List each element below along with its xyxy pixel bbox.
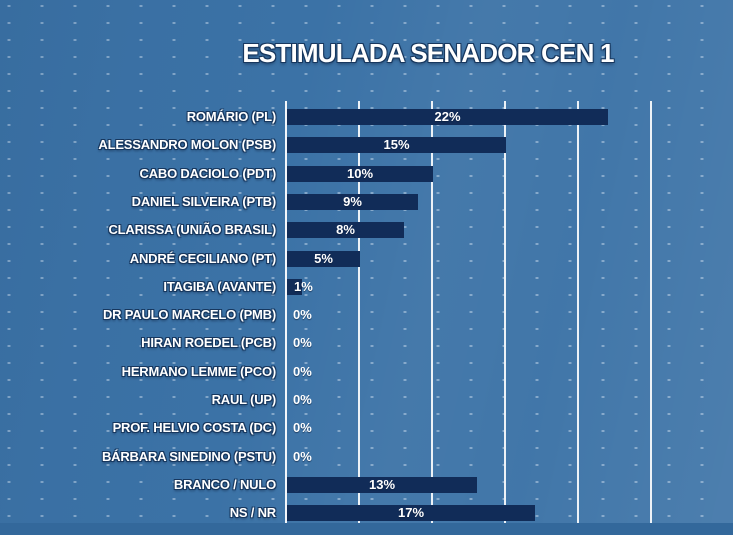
- bar: [287, 279, 302, 295]
- category-label: ALESSANDRO MOLON (PSB): [98, 137, 276, 152]
- category-label: CABO DACIOLO (PDT): [139, 166, 277, 181]
- gridline-15pct: [504, 101, 506, 523]
- category-label: BÁRBARA SINEDINO (PSTU): [101, 449, 276, 464]
- value-label: 15%: [383, 137, 410, 152]
- bar: [287, 477, 477, 493]
- bar: [287, 166, 433, 182]
- value-label: 0%: [293, 364, 312, 379]
- value-label: 1%: [294, 279, 313, 294]
- value-label: 0%: [293, 449, 312, 464]
- bottom-strip: [0, 523, 733, 535]
- gridline-25pct: [650, 101, 652, 523]
- value-label: 13%: [368, 477, 396, 492]
- bar: [287, 137, 506, 153]
- category-label: DR PAULO MARCELO (PMB): [102, 307, 276, 322]
- category-label: ROMÁRIO (PL): [186, 109, 277, 124]
- value-label: 5%: [314, 251, 333, 266]
- value-label: 0%: [293, 392, 312, 407]
- value-label: 22%: [434, 109, 461, 124]
- value-axis-line: [285, 101, 287, 523]
- bar: [287, 505, 535, 521]
- bar: [287, 222, 404, 238]
- category-label: ANDRÉ CECILIANO (PT): [129, 251, 276, 266]
- category-label: RAUL (UP): [211, 392, 277, 407]
- value-label: 8%: [336, 222, 355, 237]
- dot-pattern-background: [0, 0, 733, 523]
- category-label: DANIEL SILVEIRA (PTB): [131, 194, 277, 209]
- gridline-10pct: [431, 101, 433, 523]
- category-label: BRANCO / NULO: [173, 477, 276, 492]
- value-label: 9%: [343, 194, 362, 209]
- category-label: NS / NR: [229, 505, 276, 520]
- category-label: ITAGIBA (AVANTE): [163, 279, 276, 294]
- gridline-20pct: [577, 101, 579, 523]
- value-label: 17%: [397, 505, 425, 520]
- category-label: CLARISSA (UNIÃO BRASIL): [108, 222, 276, 237]
- background-sheen: [0, 0, 733, 523]
- value-label: 10%: [346, 166, 374, 181]
- category-label: HIRAN ROEDEL (PCB): [141, 335, 276, 350]
- category-label: PROF. HELVIO COSTA (DC): [112, 420, 277, 435]
- value-label: 0%: [293, 420, 312, 435]
- bar: [287, 109, 608, 125]
- value-label: 0%: [293, 335, 312, 350]
- bar: [287, 194, 418, 210]
- value-label: 0%: [293, 307, 312, 322]
- bar: [287, 251, 360, 267]
- chart-title: ESTIMULADA SENADOR CEN 1: [242, 38, 614, 68]
- gridline-5pct: [358, 101, 360, 523]
- category-label: HERMANO LEMME (PCO): [121, 364, 277, 379]
